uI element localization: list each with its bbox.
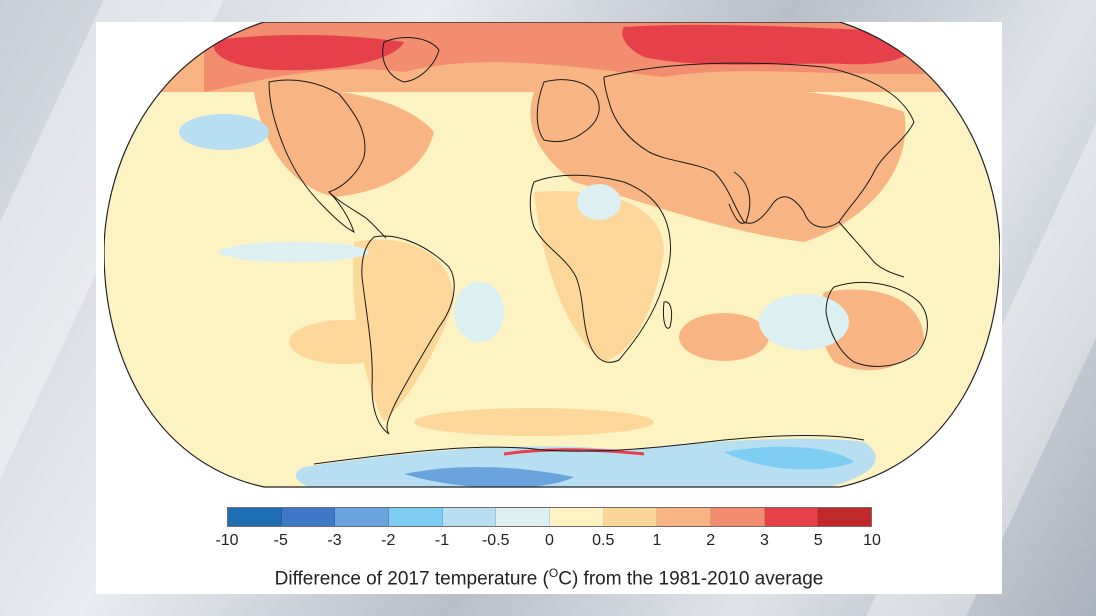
- legend-swatch: [281, 508, 336, 526]
- legend-swatch: [442, 508, 497, 526]
- legend-tick-labels: -10 -5 -3 -2 -1 -0.5 0 0.5 1 2 3 5 10: [215, 532, 880, 552]
- legend-swatch: [818, 508, 872, 526]
- north-america-coastline: [268, 79, 366, 233]
- color-scale-legend: [227, 507, 872, 527]
- eurasia-warm: [530, 86, 906, 242]
- globe-outline: [104, 22, 1000, 488]
- australia-warm: [819, 289, 924, 371]
- india-coastline: [728, 171, 751, 224]
- madagascar-coastline: [663, 301, 673, 329]
- southern-ocean-warm-patch: [414, 408, 654, 436]
- asia-coastline: [603, 62, 915, 228]
- legend-tick-label: -5: [273, 532, 288, 549]
- north-pacific-cool-patch: [179, 114, 269, 150]
- legend-swatch: [228, 508, 282, 526]
- africa-warm: [534, 191, 664, 362]
- sahara-cool-patch: [577, 184, 621, 220]
- legend-tick-label: 2: [706, 532, 716, 549]
- siberia-hot-region: [622, 24, 916, 65]
- africa-coastline: [529, 174, 672, 363]
- legend-tick-label: 0.5: [592, 532, 615, 549]
- antarctica-warm-edge: [503, 448, 645, 456]
- south-atlantic-cool-patch: [454, 282, 504, 342]
- world-map: [104, 22, 1000, 492]
- indian-ocean-warm-patch: [679, 313, 769, 361]
- legend-tick-label: 0: [545, 532, 554, 549]
- caption-degree-superscript: O: [548, 566, 559, 580]
- tropical-pacific-cool-patch: [219, 242, 369, 262]
- coastlines: [268, 37, 928, 465]
- legend-swatch: [711, 508, 765, 526]
- legend-tick-label: -0.5: [481, 532, 510, 549]
- greenland-coastline: [382, 37, 440, 83]
- south-america-warm: [353, 239, 454, 422]
- legend-swatch: [657, 508, 712, 526]
- temperature-anomaly-map: [104, 22, 1000, 488]
- south-america-coastline: [361, 235, 455, 435]
- central-america-coastline: [328, 191, 387, 239]
- greenland-hot-region: [213, 34, 404, 71]
- antarctica-cold-core: [724, 446, 854, 470]
- south-pacific-warm-patch: [289, 320, 399, 364]
- north-america-warm: [254, 88, 434, 197]
- legend-tick-label: 10: [863, 532, 881, 549]
- legend-swatch: [603, 508, 658, 526]
- caption-suffix: C) from the 1981-2010 average: [558, 568, 824, 590]
- figure-caption: Difference of 2017 temperature (OC) from…: [96, 566, 1002, 590]
- legend-swatch: [496, 508, 551, 526]
- caption-prefix: Difference of 2017 temperature (: [274, 568, 549, 590]
- legend-swatch: [389, 508, 443, 526]
- antarctica-coastline: [313, 435, 865, 465]
- australia-coastline: [825, 281, 928, 367]
- legend-tick-label: 1: [652, 532, 662, 549]
- antarctica-cold-core: [404, 466, 574, 487]
- southeast-asia-coastline: [838, 221, 905, 278]
- europe-coastline: [536, 79, 600, 143]
- legend-swatch: [335, 508, 390, 526]
- legend-tick-label: -1: [434, 532, 450, 549]
- legend-tick-label: -2: [381, 532, 396, 549]
- figure-panel: -10 -5 -3 -2 -1 -0.5 0 0.5 1 2 3 5 10 Difference of …: [96, 22, 1002, 594]
- legend-tick-label: 3: [760, 532, 769, 549]
- legend-tick-label: 5: [813, 532, 823, 549]
- legend-tick-label: -3: [327, 532, 342, 549]
- legend-swatch: [550, 508, 604, 526]
- legend-tick-label: -10: [215, 532, 239, 549]
- legend-swatch: [764, 508, 819, 526]
